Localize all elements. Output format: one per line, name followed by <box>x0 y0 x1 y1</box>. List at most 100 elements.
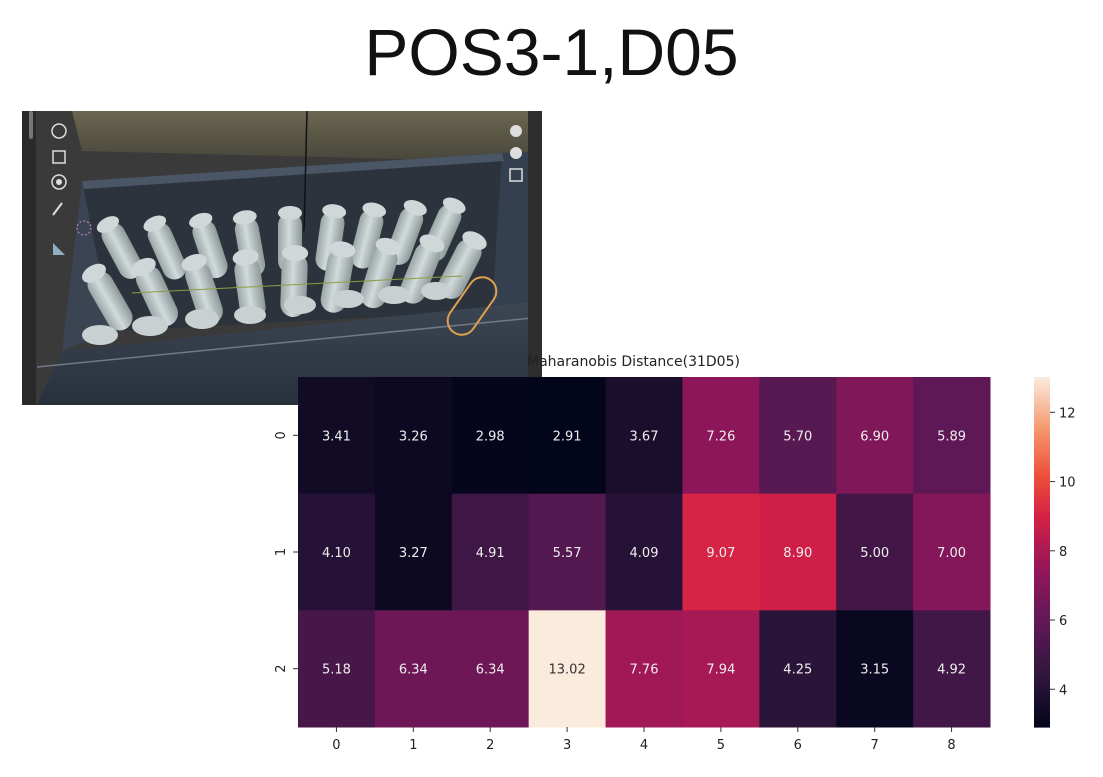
colorbar-segment <box>1034 452 1050 457</box>
colorbar-segment <box>1034 662 1050 667</box>
colorbar-segment <box>1034 616 1050 620</box>
cell-label: 4.25 <box>783 663 812 678</box>
colorbar-segment <box>1034 671 1050 676</box>
cell-label: 4.09 <box>630 546 659 561</box>
colorbar-segment <box>1034 499 1050 504</box>
cell-label: 5.18 <box>322 663 351 678</box>
colorbar-segment <box>1034 645 1050 649</box>
camera-icon[interactable] <box>510 147 522 159</box>
colorbar-segment <box>1034 467 1050 471</box>
colorbar-segment <box>1034 438 1050 442</box>
colorbar-segment <box>1034 505 1050 509</box>
colorbar-segment <box>1034 447 1050 451</box>
scale-icon[interactable] <box>52 150 66 164</box>
colorbar-segment <box>1034 674 1050 679</box>
colorbar-segment <box>1034 400 1050 404</box>
colorbar-segment <box>1034 461 1050 466</box>
heatmap-cell <box>836 377 914 495</box>
cell-label: 6.34 <box>476 663 505 678</box>
colorbar-segment <box>1034 496 1050 501</box>
colorbar-tick-label: 4 <box>1059 683 1067 698</box>
colorbar-segment <box>1034 525 1050 530</box>
cell-label: 4.10 <box>322 546 351 561</box>
colorbar-segment <box>1034 557 1050 562</box>
chart-title: Maharanobis Distance(31D05) <box>527 354 740 370</box>
colorbar-segment <box>1034 648 1050 652</box>
rotate-icon[interactable] <box>51 123 67 139</box>
colorbar-segment <box>1034 613 1050 617</box>
transform-icon[interactable] <box>51 174 67 190</box>
grid-icon[interactable] <box>509 168 523 182</box>
colorbar-segment <box>1034 409 1050 413</box>
annotate-icon[interactable] <box>52 202 63 216</box>
colorbar-segment <box>1034 490 1050 495</box>
colorbar-segment <box>1034 537 1050 541</box>
colorbar-segment <box>1034 622 1050 626</box>
measure-icon[interactable] <box>53 243 65 255</box>
cell-label: 7.00 <box>937 546 966 561</box>
cell-label: 3.15 <box>860 663 889 678</box>
colorbar-segment <box>1034 619 1050 623</box>
colorbar-segment <box>1034 624 1050 629</box>
y-tick-label: 1 <box>274 548 289 556</box>
colorbar-segment <box>1034 686 1050 690</box>
colorbar-segment <box>1034 578 1050 582</box>
colorbar-segment <box>1034 473 1050 477</box>
colorbar-segment <box>1034 703 1050 708</box>
heatmap-cell <box>913 610 991 728</box>
colorbar-segment <box>1034 724 1050 728</box>
colorbar-segment <box>1034 406 1050 410</box>
colorbar-segment <box>1034 589 1050 594</box>
colorbar-segment <box>1034 700 1050 705</box>
colorbar-segment <box>1034 689 1050 693</box>
colorbar-segment <box>1034 563 1050 568</box>
cell-label: 2.98 <box>476 429 505 444</box>
cell-label: 7.94 <box>706 663 735 678</box>
colorbar-segment <box>1034 709 1050 714</box>
y-tick-label: 0 <box>274 431 289 439</box>
colorbar-segment <box>1034 403 1050 407</box>
colorbar-segment <box>1034 575 1050 579</box>
colorbar-segment <box>1034 554 1050 559</box>
colorbar-segment <box>1034 519 1050 524</box>
cell-label: 5.00 <box>860 546 889 561</box>
colorbar-segment <box>1034 677 1050 681</box>
colorbar-segment <box>1034 604 1050 609</box>
heatmap-cell <box>528 493 607 611</box>
colorbar-segment <box>1034 587 1050 591</box>
colorbar-segment <box>1034 455 1050 460</box>
heatmap-cell <box>759 610 837 728</box>
x-tick-label: 6 <box>794 738 802 753</box>
cell-label: 3.41 <box>322 429 351 444</box>
colorbar-segment <box>1034 683 1050 687</box>
heatmap-cell <box>913 377 991 495</box>
colorbar-segment <box>1034 484 1050 489</box>
colorbar-segment <box>1034 470 1050 474</box>
colorbar-segment <box>1034 487 1050 492</box>
colorbar-segment <box>1034 546 1050 550</box>
colorbar-tick-label: 12 <box>1059 406 1076 421</box>
colorbar-segment <box>1034 680 1050 684</box>
colorbar-segment <box>1034 543 1050 547</box>
heatmap-cell <box>451 610 530 728</box>
colorbar-segment <box>1034 668 1050 673</box>
hand-icon[interactable] <box>510 125 522 137</box>
heatmap-cell <box>374 493 453 611</box>
cell-label: 7.76 <box>630 663 659 678</box>
colorbar-segment <box>1034 517 1050 521</box>
colorbar-segment <box>1034 508 1050 512</box>
y-tick-label: 2 <box>274 665 289 673</box>
colorbar-segment <box>1034 464 1050 469</box>
heatmap-cell <box>913 493 991 611</box>
cell-label: 9.07 <box>706 546 735 561</box>
colorbar-segment <box>1034 715 1050 719</box>
colorbar-segment <box>1034 476 1050 480</box>
colorbar-segment <box>1034 511 1050 515</box>
colorbar-segment <box>1034 482 1050 486</box>
colorbar-segment <box>1034 552 1050 556</box>
colorbar-segment <box>1034 417 1050 422</box>
colorbar-tick-label: 10 <box>1059 476 1076 491</box>
colorbar-segment <box>1034 414 1050 419</box>
heatmap-cell <box>605 610 683 728</box>
colorbar-segment <box>1034 479 1050 483</box>
